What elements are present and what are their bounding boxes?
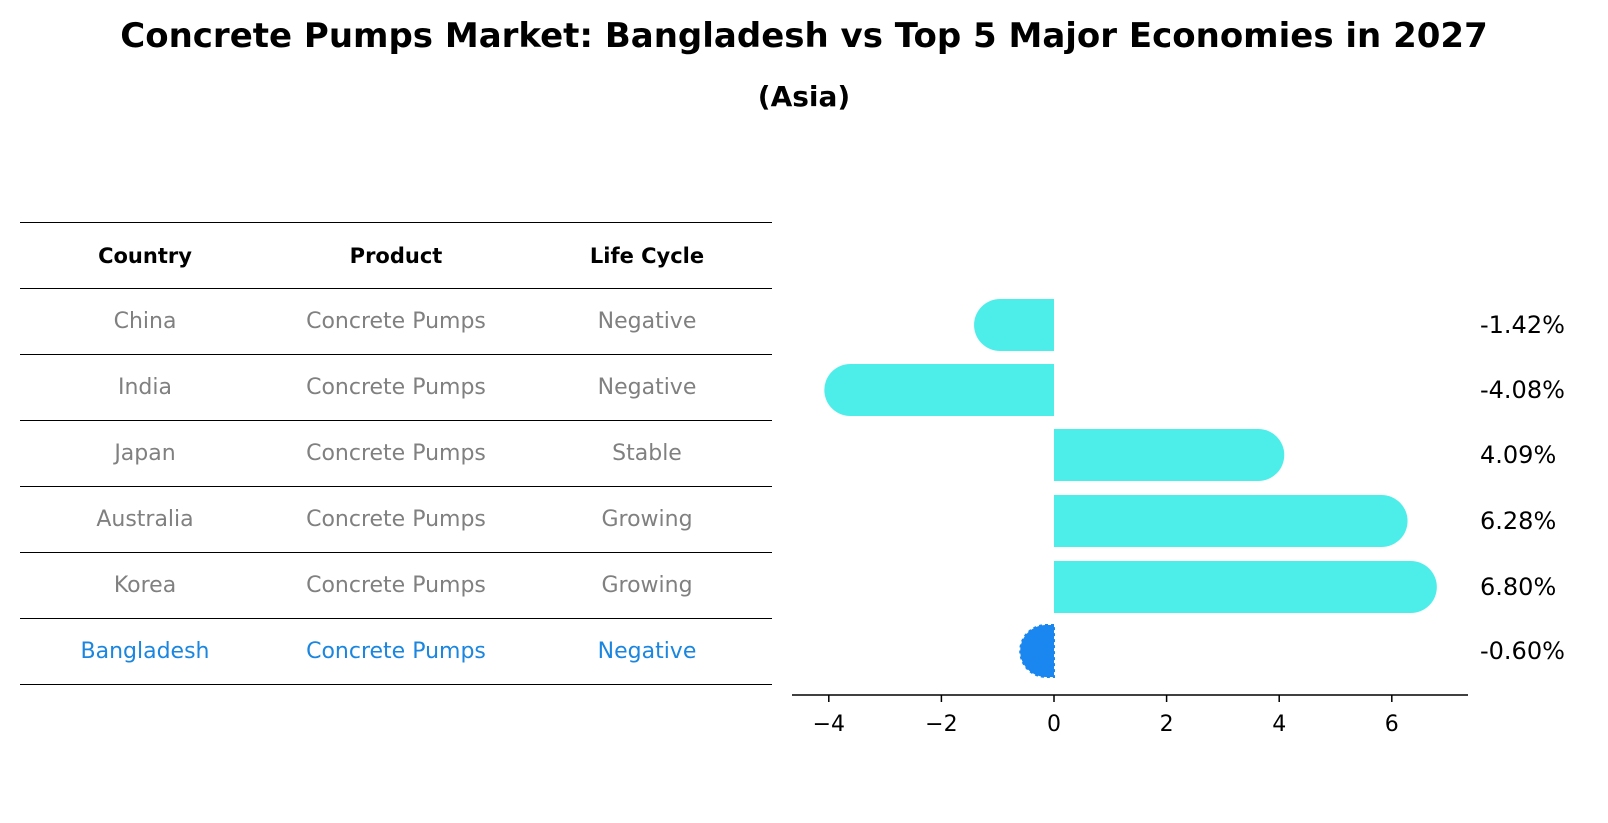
- table-header-row: Country Product Life Cycle: [20, 222, 772, 289]
- table-row: Australia Concrete Pumps Growing: [20, 486, 772, 553]
- value-label-japan: 4.09%: [1480, 441, 1556, 469]
- cell-product: Concrete Pumps: [270, 354, 522, 421]
- x-ticks-group: −4 −2 0 2 4 6: [813, 695, 1399, 737]
- cell-product: Concrete Pumps: [270, 552, 522, 619]
- header-country: Country: [20, 222, 270, 289]
- value-label-china: -1.42%: [1480, 311, 1565, 339]
- bar-bangladesh: [1019, 624, 1055, 678]
- x-tick-label: 2: [1160, 712, 1174, 737]
- cell-life-cycle: Growing: [522, 486, 772, 553]
- value-label-bangladesh: -0.60%: [1480, 637, 1565, 665]
- bar-australia: [1054, 495, 1408, 547]
- x-tick-label: 6: [1385, 712, 1399, 737]
- cell-life-cycle: Negative: [522, 288, 772, 355]
- cell-product: Concrete Pumps: [270, 486, 522, 553]
- cell-country: Bangladesh: [20, 618, 270, 685]
- cell-country: Australia: [20, 486, 270, 553]
- cell-life-cycle: Growing: [522, 552, 772, 619]
- x-tick-label: 0: [1047, 712, 1061, 737]
- x-tick-label: −4: [813, 712, 845, 737]
- x-tick-label: −2: [925, 712, 957, 737]
- bar-india: [824, 364, 1054, 416]
- header-product: Product: [270, 222, 522, 289]
- cell-country: Japan: [20, 420, 270, 487]
- bar-china: [974, 299, 1054, 351]
- cell-country: India: [20, 354, 270, 421]
- table-row: Korea Concrete Pumps Growing: [20, 552, 772, 619]
- value-label-australia: 6.28%: [1480, 507, 1556, 535]
- x-tick-label: 4: [1272, 712, 1286, 737]
- cell-life-cycle: Stable: [522, 420, 772, 487]
- cell-country: Korea: [20, 552, 270, 619]
- chart-title: Concrete Pumps Market: Bangladesh vs Top…: [120, 16, 1488, 56]
- value-label-india: -4.08%: [1480, 376, 1565, 404]
- table-row: India Concrete Pumps Negative: [20, 354, 772, 421]
- cell-life-cycle: Negative: [522, 618, 772, 685]
- value-labels-group: -1.42% -4.08% 4.09% 6.28% 6.80% -0.60%: [1480, 311, 1565, 665]
- cell-product: Concrete Pumps: [270, 618, 522, 685]
- value-label-korea: 6.80%: [1480, 573, 1556, 601]
- bars-group: [824, 299, 1437, 678]
- cell-product: Concrete Pumps: [270, 420, 522, 487]
- chart-subtitle: (Asia): [757, 80, 851, 113]
- table-row: China Concrete Pumps Negative: [20, 288, 772, 355]
- table-row-highlight: Bangladesh Concrete Pumps Negative: [20, 618, 772, 685]
- bar-japan: [1054, 429, 1285, 481]
- table-row: Japan Concrete Pumps Stable: [20, 420, 772, 487]
- data-table: Country Product Life Cycle China Concret…: [20, 222, 772, 685]
- header-life-cycle: Life Cycle: [522, 222, 772, 289]
- cell-product: Concrete Pumps: [270, 288, 522, 355]
- bar-korea: [1054, 561, 1437, 613]
- cell-country: China: [20, 288, 270, 355]
